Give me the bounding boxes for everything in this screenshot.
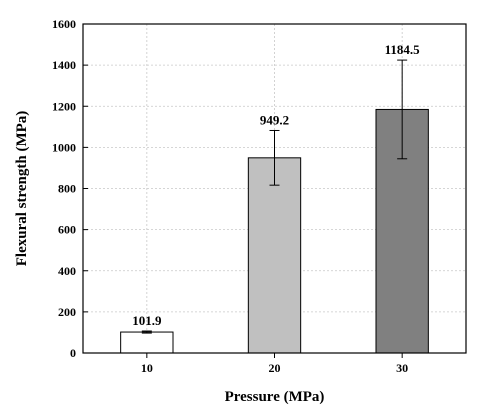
x-tick-label: 30	[396, 361, 408, 375]
x-tick-label: 20	[269, 361, 281, 375]
bar-20	[247, 157, 302, 354]
y-tick-label: 200	[58, 305, 76, 319]
x-axis-title: Pressure (MPa)	[225, 389, 325, 405]
x-tick-label: 10	[141, 361, 153, 375]
y-axis-ticks: 0 200 400 600 800 1000 1200 1400 1600	[52, 17, 88, 360]
error-bars	[141, 59, 408, 334]
x-axis-ticks: 10 20 30	[141, 353, 408, 375]
y-axis-title: Flexural strength (MPa)	[14, 111, 30, 267]
y-tick-label: 1400	[52, 58, 76, 72]
bar-10	[120, 331, 174, 354]
y-tick-label: 1000	[52, 140, 76, 154]
data-label-10: 101.9	[132, 313, 162, 328]
y-tick-label: 0	[70, 346, 76, 360]
y-tick-label: 600	[58, 223, 76, 237]
y-tick-label: 400	[58, 264, 76, 278]
y-tick-label: 1200	[52, 99, 76, 113]
data-label-30: 1184.5	[385, 42, 421, 57]
data-label-20: 949.2	[260, 112, 289, 127]
y-tick-label: 1600	[52, 17, 76, 31]
y-tick-label: 800	[58, 182, 76, 196]
data-labels: 101.9 949.2 1184.5	[132, 42, 420, 328]
